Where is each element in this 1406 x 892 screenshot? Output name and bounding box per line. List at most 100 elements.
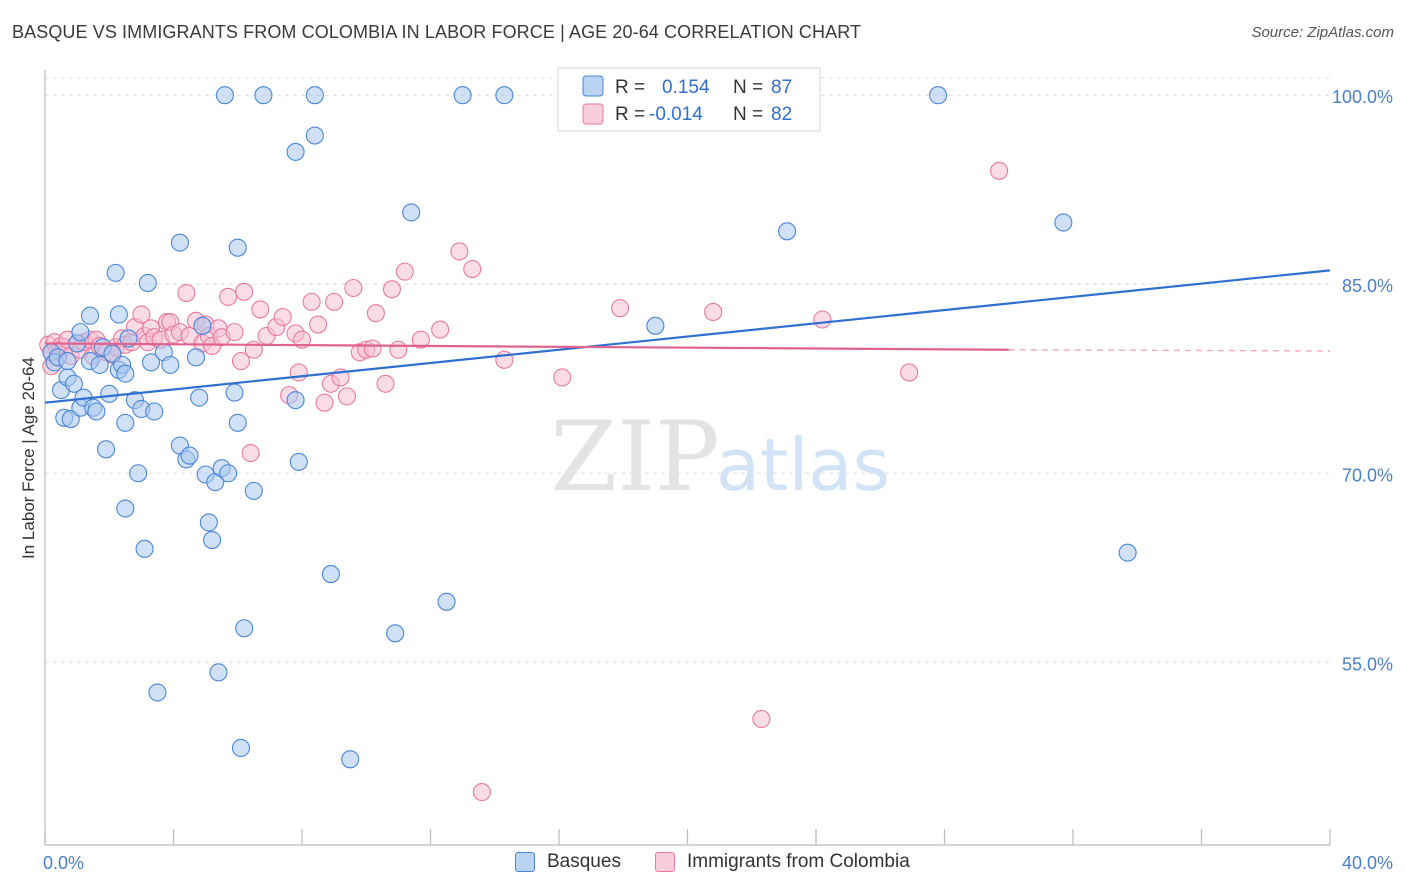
colombia-point-78 (610, 299, 630, 318)
basques-point-48 (199, 513, 218, 532)
legend-basques-box (515, 852, 535, 872)
legend-basques-r-label: R = (615, 77, 645, 98)
colombia-point-54 (289, 363, 308, 382)
basques-point-67 (321, 565, 340, 584)
colombia-point-33 (177, 283, 196, 303)
colombia-point-80 (752, 709, 771, 729)
colombia-point-45 (235, 282, 254, 301)
colombia-point-63 (344, 278, 363, 298)
basques-point-58 (231, 738, 251, 758)
basques-point-70 (402, 203, 421, 222)
basques-point-26 (116, 499, 135, 518)
legend-colombia-swatch (582, 103, 604, 125)
colombia-point-68 (376, 374, 395, 393)
basques-point-35 (141, 353, 161, 372)
basques-point-16 (87, 402, 106, 421)
colombia-point-43 (225, 323, 244, 342)
colombia-point-60 (325, 292, 344, 311)
basques-point-49 (203, 530, 222, 550)
colombia-point-58 (315, 393, 334, 412)
legend-colombia-box (655, 852, 675, 872)
y-tick-label-55: 55.0% (1342, 654, 1393, 674)
trend-lines (44, 269, 1331, 404)
basques-point-19 (96, 440, 116, 459)
basques-point-73 (495, 86, 514, 105)
colombia-trend-extension (1008, 349, 1331, 352)
basques-point-65 (305, 86, 324, 105)
colombia-point-55 (292, 330, 312, 349)
colombia-point-42 (219, 287, 238, 306)
colombia-point-67 (366, 304, 385, 323)
basques-point-76 (929, 86, 948, 105)
colombia-point-82 (900, 363, 919, 382)
basques-point-61 (254, 86, 273, 105)
legend-bottom: Basques Immigrants from Colombia (0, 851, 1406, 879)
colombia-point-62 (337, 387, 357, 406)
basques-point-69 (386, 624, 405, 643)
basques-point-63 (286, 142, 305, 161)
colombia-point-51 (273, 307, 292, 327)
colombia-point-84 (472, 783, 491, 802)
basques-point-64 (289, 452, 308, 471)
colombia-point-71 (395, 262, 414, 281)
basques-point-57 (228, 238, 247, 257)
basques-point-37 (148, 683, 167, 702)
legend-item-colombia: Immigrants from Colombia (655, 851, 910, 873)
tick-labels: 55.0% 70.0% 85.0% 100.0% 0.0% 40.0% (43, 87, 1393, 873)
basques-point-54 (215, 86, 234, 105)
basques-point-53 (219, 464, 238, 483)
colombia-point-57 (309, 315, 328, 334)
basques-point-72 (453, 86, 472, 105)
legend-colombia-label: Immigrants from Colombia (687, 851, 910, 872)
basques-point-28 (116, 364, 135, 383)
basques-point-51 (209, 663, 228, 682)
basques-point-27 (116, 413, 135, 432)
colombia-point-69 (382, 280, 402, 299)
source-label: Source: ZipAtlas.com (1251, 24, 1394, 41)
basques-point-56 (228, 413, 247, 432)
basques-point-33 (135, 539, 154, 558)
colombia-point-44 (231, 352, 251, 371)
basques-point-55 (225, 383, 244, 402)
basques-point-34 (138, 273, 157, 293)
basques-point-62 (286, 391, 305, 410)
colombia-point-56 (302, 292, 321, 311)
basques-point-6 (58, 352, 77, 371)
colombia-point-74 (450, 242, 469, 261)
colombia-point-83 (990, 161, 1009, 180)
legend-basques-label: Basques (547, 851, 621, 872)
watermark-zip: ZIP (550, 401, 719, 513)
legend-basques-r-value: 0.154 (662, 77, 710, 98)
legend-item-basques: Basques (515, 851, 621, 873)
basques-point-77 (1054, 213, 1073, 232)
basques-point-8 (64, 374, 83, 393)
basques-point-29 (119, 329, 138, 348)
colombia-point-48 (251, 300, 270, 319)
basques-point-68 (341, 750, 360, 769)
basques-point-43 (180, 446, 199, 465)
basques-point-44 (186, 348, 206, 367)
colombia-trend-line (44, 342, 1009, 351)
y-tick-label-70: 70.0% (1342, 465, 1393, 485)
basques-point-11 (71, 323, 90, 342)
watermark-atlas: atlas (716, 423, 890, 507)
x-tick-label-min: 0.0% (43, 853, 84, 873)
colombia-point-23 (132, 305, 151, 324)
basques-point-23 (109, 305, 128, 324)
basques-point-59 (235, 619, 254, 638)
basques-point-74 (646, 316, 665, 335)
basques-point-40 (170, 233, 189, 252)
basques-point-13 (80, 306, 100, 325)
legend-colombia-n-value: 82 (771, 104, 792, 125)
basques-point-66 (305, 126, 324, 145)
basques-point-39 (161, 355, 180, 374)
basques-point-36 (145, 402, 164, 421)
legend-basques-n-label: N = (733, 77, 763, 98)
y-axis-label: In Labor Force | Age 20-64 (19, 357, 38, 559)
colombia-point-66 (363, 339, 382, 358)
basques-point-71 (437, 592, 456, 611)
basques-point-60 (244, 481, 263, 500)
colombia-point-70 (389, 340, 408, 359)
basques-point-17 (90, 355, 109, 374)
